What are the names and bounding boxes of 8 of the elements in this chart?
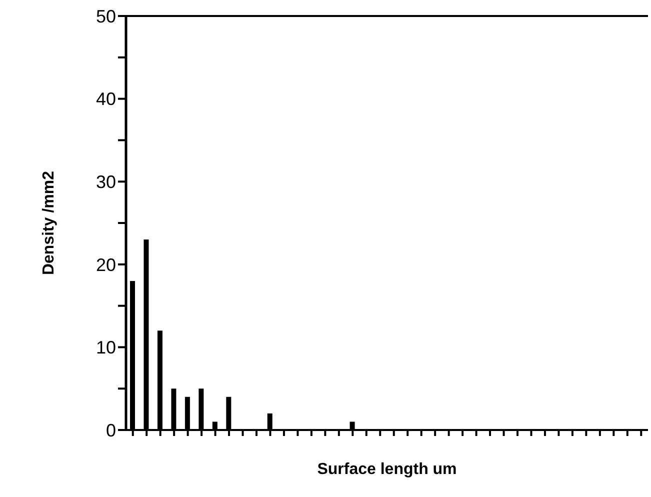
y-axis-title: Density /mm2 xyxy=(40,170,58,276)
y-tick-label: 10 xyxy=(96,338,116,358)
y-tick-label: 20 xyxy=(96,254,116,275)
y-tick-label: 0 xyxy=(106,420,116,440)
x-axis-title: Surface length um xyxy=(317,461,457,478)
y-tick-label: 40 xyxy=(96,89,116,110)
y-tick-label: 30 xyxy=(96,172,116,192)
y-tick-label: 50 xyxy=(96,6,116,26)
